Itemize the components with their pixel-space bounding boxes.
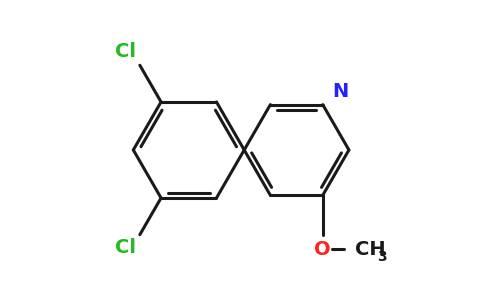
Text: CH: CH bbox=[355, 240, 386, 259]
Text: N: N bbox=[332, 82, 348, 101]
Text: 3: 3 bbox=[377, 250, 386, 264]
Text: Cl: Cl bbox=[115, 238, 136, 257]
Text: O: O bbox=[315, 240, 331, 259]
Text: Cl: Cl bbox=[115, 42, 136, 62]
